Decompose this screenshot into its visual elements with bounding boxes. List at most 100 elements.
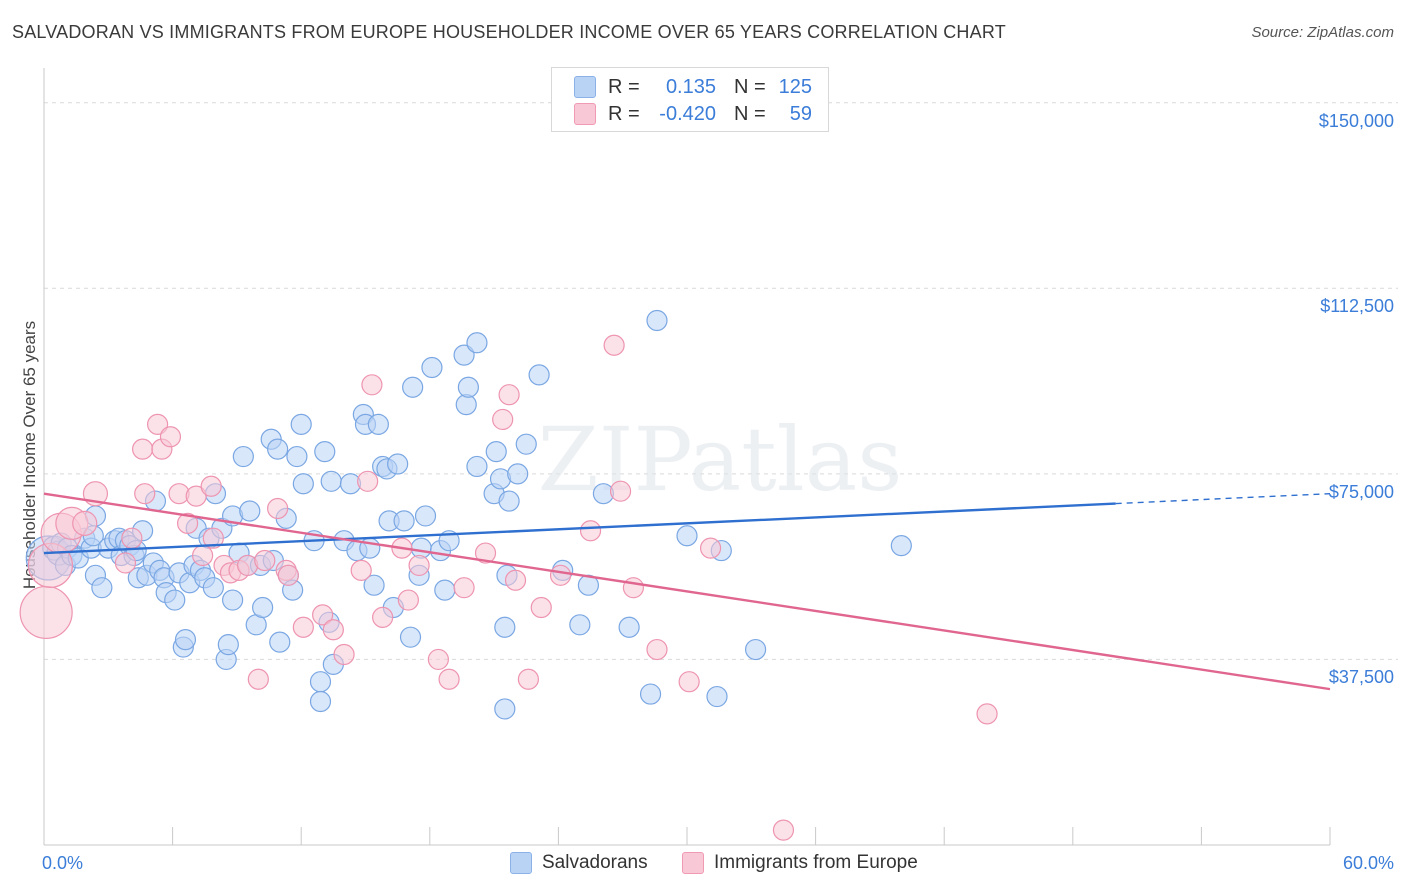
legend-label-europe: Immigrants from Europe <box>714 852 918 873</box>
salvadoran-point <box>421 356 443 379</box>
salvadoran-point <box>646 309 668 332</box>
europe-point <box>114 552 137 574</box>
legend-label-salvadorans: Salvadorans <box>542 852 648 873</box>
europe-point <box>159 426 182 448</box>
europe-point <box>202 527 224 549</box>
europe-point <box>504 569 527 591</box>
salvadoran-point <box>292 473 314 495</box>
europe-point <box>408 554 430 577</box>
salvadoran-point <box>314 441 336 463</box>
legend-item-salvadorans[interactable]: Salvadorans <box>510 852 648 874</box>
salvadoran-point <box>457 376 479 398</box>
europe-point <box>185 485 207 507</box>
europe-trend-line <box>43 492 1331 691</box>
salvadoran-point <box>515 433 537 455</box>
salvadoran-point <box>466 455 488 478</box>
salvadoran-point <box>164 589 186 611</box>
europe-point <box>579 520 602 542</box>
salvadoran-point <box>485 441 507 463</box>
europe-point <box>603 334 625 356</box>
salvadoran-point <box>393 510 415 532</box>
salvadoran-point <box>569 614 591 636</box>
salvadoran-point <box>414 505 437 527</box>
salvadoran-point <box>367 413 389 435</box>
salvadoran-point <box>363 574 385 596</box>
salvadoran-point <box>320 470 342 492</box>
europe-point <box>247 668 269 690</box>
salvadoran-point <box>232 445 254 468</box>
europe-point <box>427 648 449 671</box>
europe-point <box>72 510 98 536</box>
legend-swatch-blue <box>574 76 596 98</box>
legend-n-label: N = <box>734 75 766 98</box>
europe-point <box>131 438 154 460</box>
europe-point <box>361 374 383 396</box>
salvadoran-point <box>222 589 244 611</box>
europe-point <box>976 703 998 725</box>
salvadoran-point <box>286 445 308 468</box>
salvadoran-point <box>239 500 261 522</box>
salvadoran-point <box>309 690 332 713</box>
europe-point <box>549 564 572 586</box>
salvadoran-point <box>290 413 312 435</box>
salvadoran-point <box>618 616 640 638</box>
y-tick-label: $37,500 <box>1328 667 1394 688</box>
europe-point <box>121 527 143 549</box>
salvadoran-point <box>269 631 291 653</box>
salvadoran-point <box>252 596 274 619</box>
salvadoran-point <box>91 577 113 599</box>
salvadoran-point <box>706 685 728 708</box>
salvadoran-trend-line <box>43 502 1116 555</box>
europe-point <box>200 475 222 497</box>
europe-point <box>438 668 460 690</box>
salvadoran-point <box>453 344 475 366</box>
correlation-legend: R = 0.135 N = 125 R = -0.420 N = 59 <box>551 67 829 132</box>
europe-point <box>609 480 632 502</box>
legend-row-europe: R = -0.420 N = 59 <box>574 101 812 127</box>
salvadoran-point <box>402 376 424 398</box>
legend-n-label: N = <box>734 102 766 125</box>
europe-point <box>678 671 700 693</box>
europe-point <box>292 616 314 638</box>
europe-point <box>530 596 552 619</box>
europe-point <box>333 643 355 666</box>
europe-point <box>192 544 214 567</box>
europe-point <box>372 606 394 628</box>
salvadoran-point <box>494 616 516 638</box>
trend-lines <box>43 492 1331 691</box>
series-legend: Salvadorans Immigrants from Europe <box>0 852 1406 878</box>
legend-r-label: R = <box>608 75 640 98</box>
legend-r-value: 0.135 <box>665 75 716 98</box>
data-points <box>19 309 998 841</box>
salvadoran-point <box>466 332 488 354</box>
europe-point <box>357 470 379 492</box>
salvadoran-point <box>267 438 289 460</box>
legend-r-value: -0.420 <box>659 102 716 125</box>
europe-point <box>146 413 169 435</box>
europe-point <box>453 577 475 599</box>
salvadoran-point <box>498 490 520 512</box>
axes <box>43 68 1331 846</box>
watermark: ZIPatlas <box>538 408 903 511</box>
salvadoran-point <box>217 633 239 656</box>
grid-lines <box>44 102 1398 660</box>
x-tick-min: 0.0% <box>42 853 84 873</box>
chart-title: SALVADORAN VS IMMIGRANTS FROM EUROPE HOU… <box>12 22 1006 42</box>
y-tick-label: $112,500 <box>1320 296 1394 317</box>
europe-point <box>134 483 156 505</box>
europe-point <box>498 384 520 406</box>
europe-point <box>622 577 645 599</box>
salvadoran-trend-extension <box>1115 492 1331 505</box>
europe-point <box>772 819 795 841</box>
salvadoran-point <box>494 698 516 720</box>
y-tick-label: $75,000 <box>1328 481 1394 502</box>
legend-item-europe[interactable]: Immigrants from Europe <box>682 852 918 874</box>
europe-point <box>474 542 497 564</box>
salvadoran-point <box>434 579 456 601</box>
europe-point <box>277 564 299 586</box>
europe-point <box>646 638 668 661</box>
europe-point <box>312 604 334 626</box>
europe-point <box>397 589 419 611</box>
salvadoran-point <box>890 535 912 557</box>
